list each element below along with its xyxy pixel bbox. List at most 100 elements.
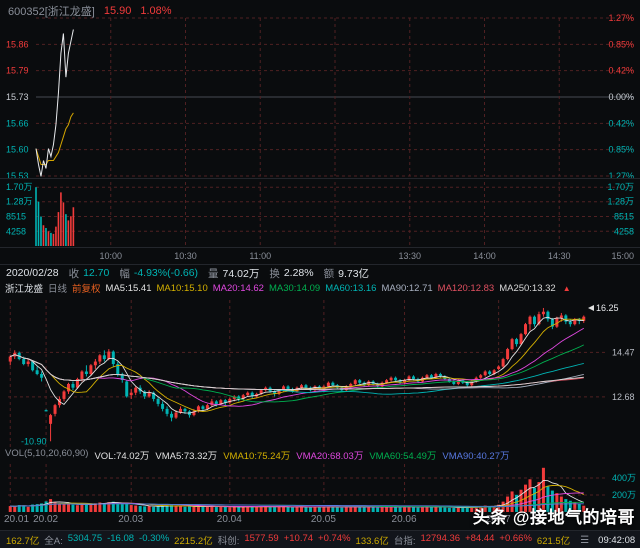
price-axis-label: 15.60 [6, 145, 29, 155]
vol-axis-label: 1.70万 [6, 182, 33, 192]
vol-axis-label: 4258 [6, 226, 26, 236]
index-ticker: 科创: [217, 536, 240, 547]
time-axis-label: 10:30 [174, 251, 197, 261]
ma-value-label: MA20:14.62 [212, 282, 264, 294]
date-axis-label: 20.01 [4, 514, 30, 525]
alert-arrow-icon: ▲ [562, 283, 571, 293]
price-axis-label: 15.73 [6, 92, 29, 102]
index-ticker: -16.08 [107, 533, 135, 544]
time-axis-label: 14:30 [548, 251, 571, 261]
ma-value-label: MA60:13.16 [325, 282, 377, 294]
index-ticker: +0.66% [499, 533, 532, 544]
adjust-mode-button[interactable]: 前复权 [72, 284, 101, 295]
vma-value-label: VOL(5,10,20,60,90) [5, 448, 89, 459]
clock: 09:42:08 [598, 534, 636, 546]
index-ticker: 12794.36 [420, 533, 461, 544]
index-ticker: +0.74% [318, 533, 351, 544]
info-date: 2020/02/28 [6, 267, 59, 279]
date-axis-label: 20.02 [33, 514, 59, 525]
kline-header: 浙江龙盛 日线 前复权 MA5:15.41 MA10:15.10 MA20:14.6… [0, 280, 640, 296]
high-arrow-icon [588, 304, 594, 311]
index-ticker: +10.74 [283, 533, 314, 544]
low-price-tag: -10.90 [21, 436, 47, 446]
index-ticker: 133.6亿 [355, 536, 389, 547]
range-value: -4.93%(-0.66) [133, 267, 199, 279]
price-axis-label: 15.53 [6, 171, 29, 181]
pct-axis-label: 0.00% [608, 92, 634, 102]
period-selector[interactable]: 日线 [48, 284, 68, 295]
amount-label: 额 [323, 267, 335, 280]
time-axis-label: 11:00 [249, 251, 271, 261]
ma-label-group: MA5:15.41 MA10:15.10 MA20:14.62 MA30:14.09 M… [106, 283, 556, 294]
time-axis-label: 14:00 [473, 251, 496, 261]
price-axis-label: 15.66 [6, 118, 29, 128]
index-ticker: +84.44 [465, 533, 495, 544]
price-axis-label: 15.86 [6, 39, 29, 49]
volume-header: VOL(5,10,20,60,90) VOL:74.02万 VMA5:73.32万 V… [0, 448, 640, 462]
index-ticker: 1577.59 [244, 533, 279, 544]
pct-axis-label: 0.42% [608, 118, 634, 128]
vol-axis-label: 8515 [6, 212, 26, 222]
pct-axis-label: 1.27% [608, 13, 634, 23]
time-axis-label: 15:00 [611, 251, 634, 261]
close-value: 12.70 [83, 267, 110, 279]
intraday-chart[interactable]: 1.27% 15.86 0.85% 15.79 0.42% 15.73 0.00% 15.66… [0, 0, 640, 264]
status-bar: 162.7亿 全A: 5304.75 -16.08 -0.30% 2215.2亿 科创: 15… [0, 530, 640, 548]
vma-value-label: VMA60:54.49万 [369, 451, 437, 462]
vol-axis-label: 1.28万 [607, 197, 634, 207]
current-price: 15.90 [103, 5, 132, 17]
index-ticker: -0.30% [139, 533, 170, 544]
index-ticker: 621.5亿 [536, 536, 571, 547]
vol-axis-label: 1.28万 [6, 197, 33, 207]
index-ticker: 全A: [44, 536, 63, 547]
ma-value-label: MA30:14.09 [268, 282, 321, 294]
ma-value-label: MA90:12.71 [381, 282, 433, 294]
kline-price-label: 14.47 [612, 347, 635, 357]
amount-value: 9.73亿 [338, 267, 370, 280]
pct-axis-label: 0.85% [608, 145, 634, 155]
stock-code-name[interactable]: 600352[浙江龙盛] [8, 6, 95, 18]
range-label: 幅 [119, 267, 130, 280]
ma-value-label: MA120:12.83 [437, 282, 495, 294]
date-axis-label: 20.05 [310, 514, 336, 525]
high-price-tag: 16.25 [596, 303, 619, 313]
ma-value-label: MA5:15.41 [105, 282, 152, 294]
ma-value-label: MA250:13.32 [499, 282, 556, 294]
turnover-label: 换 [269, 267, 280, 280]
index-ticker: 5304.75 [67, 533, 103, 544]
vma-value-label: VMA5:73.32万 [155, 451, 218, 462]
ma-value-label: MA10:15.10 [156, 282, 208, 294]
intraday-header: 600352[浙江龙盛] 15.90 1.08% [8, 3, 172, 19]
vma-value-label: VOL:74.02万 [94, 451, 150, 462]
vol-pane-axis-label: 200万 [612, 490, 636, 500]
kline-title: 浙江龙盛 [5, 284, 44, 295]
index-ticker: 2215.2亿 [174, 536, 213, 547]
date-axis-label: 20.04 [216, 514, 242, 525]
info-row: 2020/02/28 收 12.70 幅 -4.93%(-0.66) 量 74.… [0, 264, 640, 281]
volume-chart[interactable]: 400万 200万 [0, 462, 640, 512]
kline-chart[interactable]: 14.47 12.68 16.25 -10.90 [0, 296, 640, 448]
date-axis-label: 20.03 [118, 514, 144, 525]
index-ticker: 台指: [393, 536, 416, 547]
vol-axis-label: 4258 [614, 226, 634, 236]
vma-label-group: VOL(5,10,20,60,90) VOL:74.02万 VMA5:73.32万 V… [5, 448, 510, 462]
pct-axis-label: 1.27% [608, 171, 634, 181]
menu-icon[interactable]: ☰ [580, 534, 590, 546]
vma-value-label: VMA20:68.03万 [296, 451, 364, 462]
volume-label: 量 [208, 267, 219, 280]
index-ticker: 162.7亿 [6, 536, 40, 547]
vol-axis-label: 8515 [614, 212, 634, 222]
time-axis-label: 13:30 [398, 251, 421, 261]
pct-axis-label: 0.85% [608, 39, 634, 49]
vma-value-label: VMA90:40.27万 [442, 451, 510, 462]
time-axis-label: 10:00 [99, 251, 122, 261]
date-axis-label: 20.07 [485, 514, 511, 525]
current-change-pct: 1.08% [140, 5, 172, 17]
close-label: 收 [68, 267, 80, 280]
watermark: 头条 @接地气的培哥 [472, 508, 635, 527]
price-axis-label: 15.79 [6, 66, 29, 76]
index-ticker-group: 162.7亿 全A: 5304.75 -16.08 -0.30% 2215.2亿 科创: 15… [6, 533, 570, 547]
date-axis-label: 20.06 [391, 514, 417, 525]
date-axis: 20.01 20.02 20.03 20.04 20.05 20.06 20.07 [0, 512, 640, 528]
